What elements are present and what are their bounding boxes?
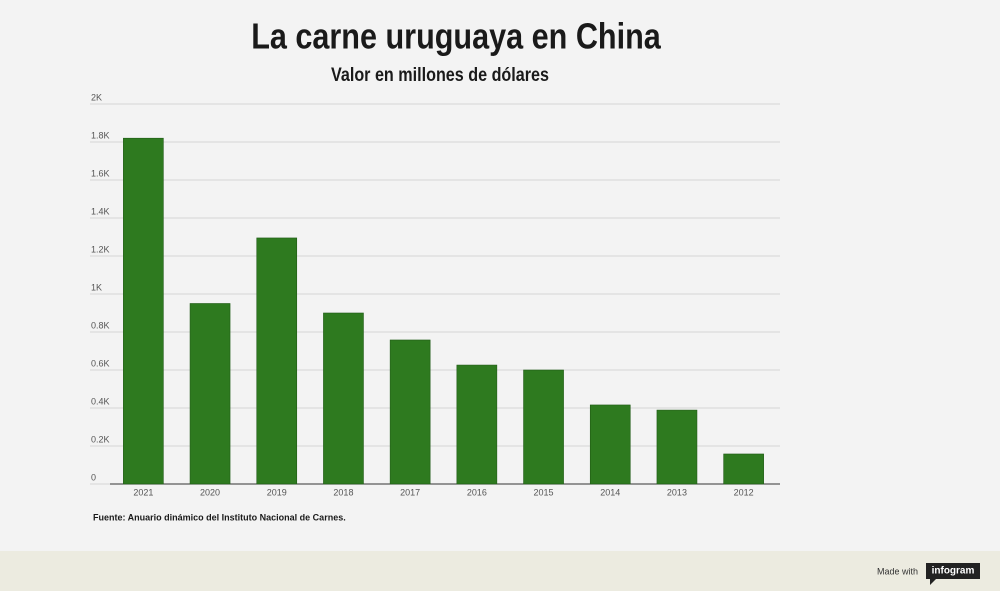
bar [523, 369, 564, 485]
x-tick-label: 2019 [267, 487, 287, 497]
x-tick-label: 2021 [133, 487, 153, 497]
bar [589, 404, 631, 485]
x-tick-label: 2014 [600, 487, 620, 497]
y-tick-label: 0 [91, 472, 96, 482]
bar [123, 137, 164, 485]
footer-band [0, 551, 1000, 591]
x-tick-label: 2018 [333, 487, 353, 497]
y-tick-label: 1K [91, 282, 102, 292]
bar [656, 409, 698, 485]
x-tick-label: 2020 [200, 487, 220, 497]
bar [189, 303, 231, 485]
background [0, 0, 1000, 551]
chart-title: La carne uruguaya en China [251, 17, 661, 57]
x-tick-label: 2017 [400, 487, 420, 497]
bar [323, 312, 364, 485]
y-tick-label: 1.4K [91, 206, 110, 216]
chart-subtitle: Valor en millones de dólares [331, 64, 549, 86]
y-tick-label: 2K [91, 92, 102, 102]
brand-badge [926, 563, 980, 585]
x-tick-label: 2016 [467, 487, 487, 497]
y-tick-label: 0.8K [91, 320, 110, 330]
made-with: Made with [877, 566, 918, 576]
x-tick-label: 2012 [734, 487, 754, 497]
y-tick-label: 0.6K [91, 358, 110, 368]
y-tick-label: 0.2K [91, 434, 110, 444]
y-tick-label: 1.6K [91, 168, 110, 178]
y-tick-label: 1.2K [91, 244, 110, 254]
bar [723, 453, 764, 485]
x-tick-label: 2013 [667, 487, 687, 497]
bar [389, 339, 431, 485]
x-tick-label: 2015 [534, 487, 554, 497]
brand: infogram [932, 566, 975, 577]
bar [256, 237, 298, 485]
y-tick-label: 0.4K [91, 396, 110, 406]
source-note: Fuente: Anuario dinámico del Instituto N… [93, 512, 346, 522]
y-tick-label: 1.8K [91, 130, 110, 140]
bar [456, 364, 498, 485]
